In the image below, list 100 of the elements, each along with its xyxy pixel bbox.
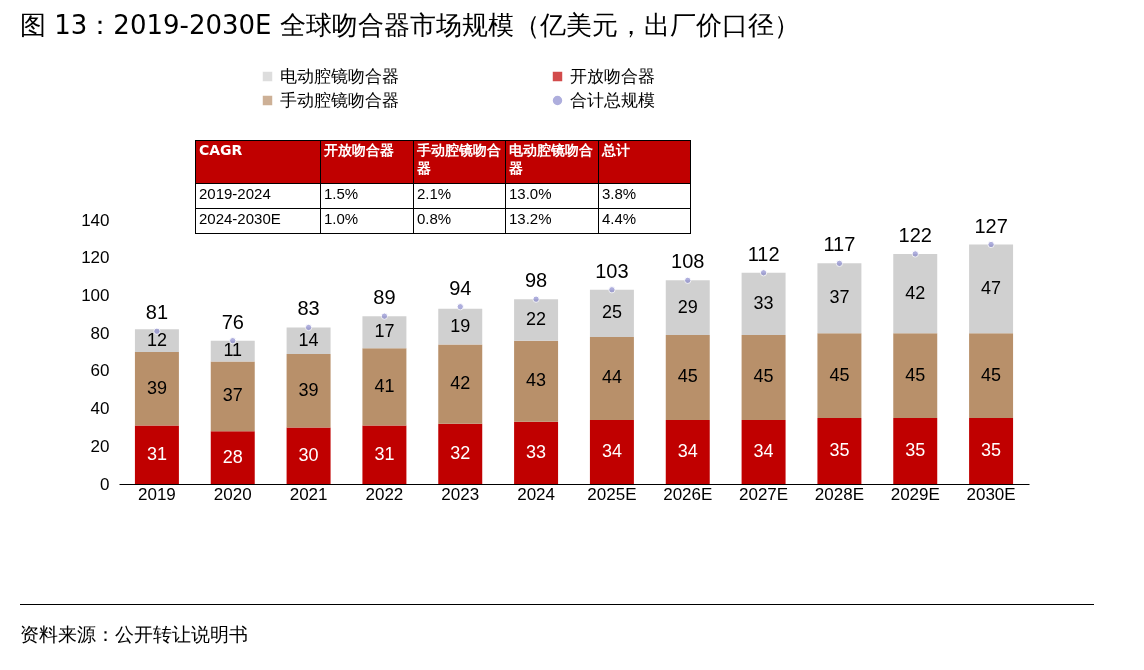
data-label: 39	[298, 379, 319, 400]
data-label: 11	[223, 340, 243, 361]
text: 电动腔镜吻合器	[505, 140, 599, 184]
data-label: 35	[829, 440, 850, 460]
data-label: 47	[981, 277, 1002, 298]
bar	[210, 361, 255, 432]
data-label: 127	[974, 214, 1008, 237]
data-label: 17	[374, 321, 395, 342]
bar	[741, 419, 786, 484]
bar	[286, 327, 331, 354]
point	[304, 323, 313, 332]
text: 2.1%	[413, 183, 506, 209]
legend-label: 手动腔镜吻合器	[280, 89, 399, 110]
bar	[665, 419, 710, 484]
data-label: 94	[449, 276, 472, 299]
data-label: 34	[677, 440, 698, 461]
text: 总计	[598, 140, 691, 184]
x-tick-label: 2030E	[966, 484, 1016, 504]
bar	[362, 316, 407, 349]
data-label: 35	[981, 440, 1002, 460]
point	[911, 250, 919, 258]
bar	[362, 425, 407, 484]
text: CAGR	[195, 140, 321, 184]
x-tick-label: 2020	[213, 484, 252, 504]
data-label: 32	[450, 442, 471, 463]
bar	[817, 333, 862, 418]
x-tick-label: 2028E	[814, 484, 864, 504]
bar	[210, 431, 255, 484]
bar	[817, 263, 862, 334]
y-tick-label: 120	[81, 248, 110, 268]
bar	[741, 335, 786, 420]
annotation: 4.4%	[598, 208, 691, 234]
data-label: 37	[829, 287, 850, 308]
text: 13.0%	[505, 183, 599, 209]
data-label: 45	[829, 364, 850, 385]
annotation: 1.0%	[320, 208, 414, 234]
data-label: 19	[450, 315, 471, 336]
point	[835, 259, 844, 268]
x-tick-label: 2021	[289, 484, 328, 504]
data-label: 43	[526, 370, 547, 391]
bar	[893, 418, 938, 484]
x-tick-label: 2029E	[890, 484, 940, 504]
legend-label: 开放吻合器	[570, 65, 655, 86]
data-label: 112	[747, 242, 780, 265]
annotation: 13.2%	[505, 208, 599, 234]
bar	[134, 352, 179, 426]
bar	[514, 299, 559, 341]
bar	[589, 289, 634, 337]
x-tick-label: 2022	[365, 484, 404, 504]
data-label: 76	[221, 310, 244, 333]
y-tick-label: 100	[81, 285, 110, 305]
bar	[741, 272, 786, 336]
data-label: 39	[146, 377, 167, 398]
data-label: 42	[450, 373, 471, 394]
data-label: 14	[298, 329, 319, 350]
bar	[817, 418, 862, 484]
bar	[514, 340, 559, 422]
point	[456, 303, 464, 311]
data-label: 33	[753, 292, 774, 313]
bar	[665, 280, 710, 336]
data-label: 25	[601, 302, 622, 323]
point	[759, 269, 768, 277]
bar	[286, 427, 331, 484]
point	[380, 312, 389, 320]
x-tick-label: 2024	[517, 484, 555, 504]
y-tick-label: 40	[90, 399, 110, 419]
text: 手动腔镜吻合器	[413, 140, 506, 184]
data-label: 42	[905, 282, 926, 303]
bar	[969, 333, 1014, 418]
data-label: 22	[526, 308, 547, 329]
point	[987, 240, 995, 249]
bar	[893, 333, 938, 418]
text: 3.8%	[598, 183, 691, 209]
text: 资料来源：公开转让说明书	[20, 622, 248, 647]
data-label: 44	[601, 367, 622, 388]
data-label: 45	[753, 366, 774, 387]
data-label: 31	[374, 443, 395, 464]
text: 开放吻合器	[320, 140, 414, 184]
x-tick-label: 2023	[441, 484, 480, 504]
y-tick-label: 80	[90, 323, 110, 343]
data-label: 34	[753, 440, 774, 461]
data-label: 108	[671, 250, 705, 273]
x-tick-label: 2027E	[739, 484, 789, 504]
y-tick-label: 60	[90, 361, 110, 381]
data-label: 45	[677, 366, 698, 387]
bar	[134, 425, 179, 484]
bar	[362, 348, 407, 426]
data-label: 28	[222, 446, 243, 467]
bar	[969, 244, 1014, 334]
text: 2019-2024	[195, 183, 321, 209]
bar	[438, 344, 483, 424]
data-label: 45	[981, 364, 1002, 385]
data-label: 81	[145, 301, 169, 324]
data-label: 30	[298, 444, 319, 465]
point	[532, 295, 540, 303]
bar	[514, 421, 559, 484]
data-label: 35	[905, 440, 926, 460]
data-label: 41	[374, 375, 395, 396]
data-label: 89	[373, 286, 396, 309]
data-label: 34	[601, 440, 622, 461]
